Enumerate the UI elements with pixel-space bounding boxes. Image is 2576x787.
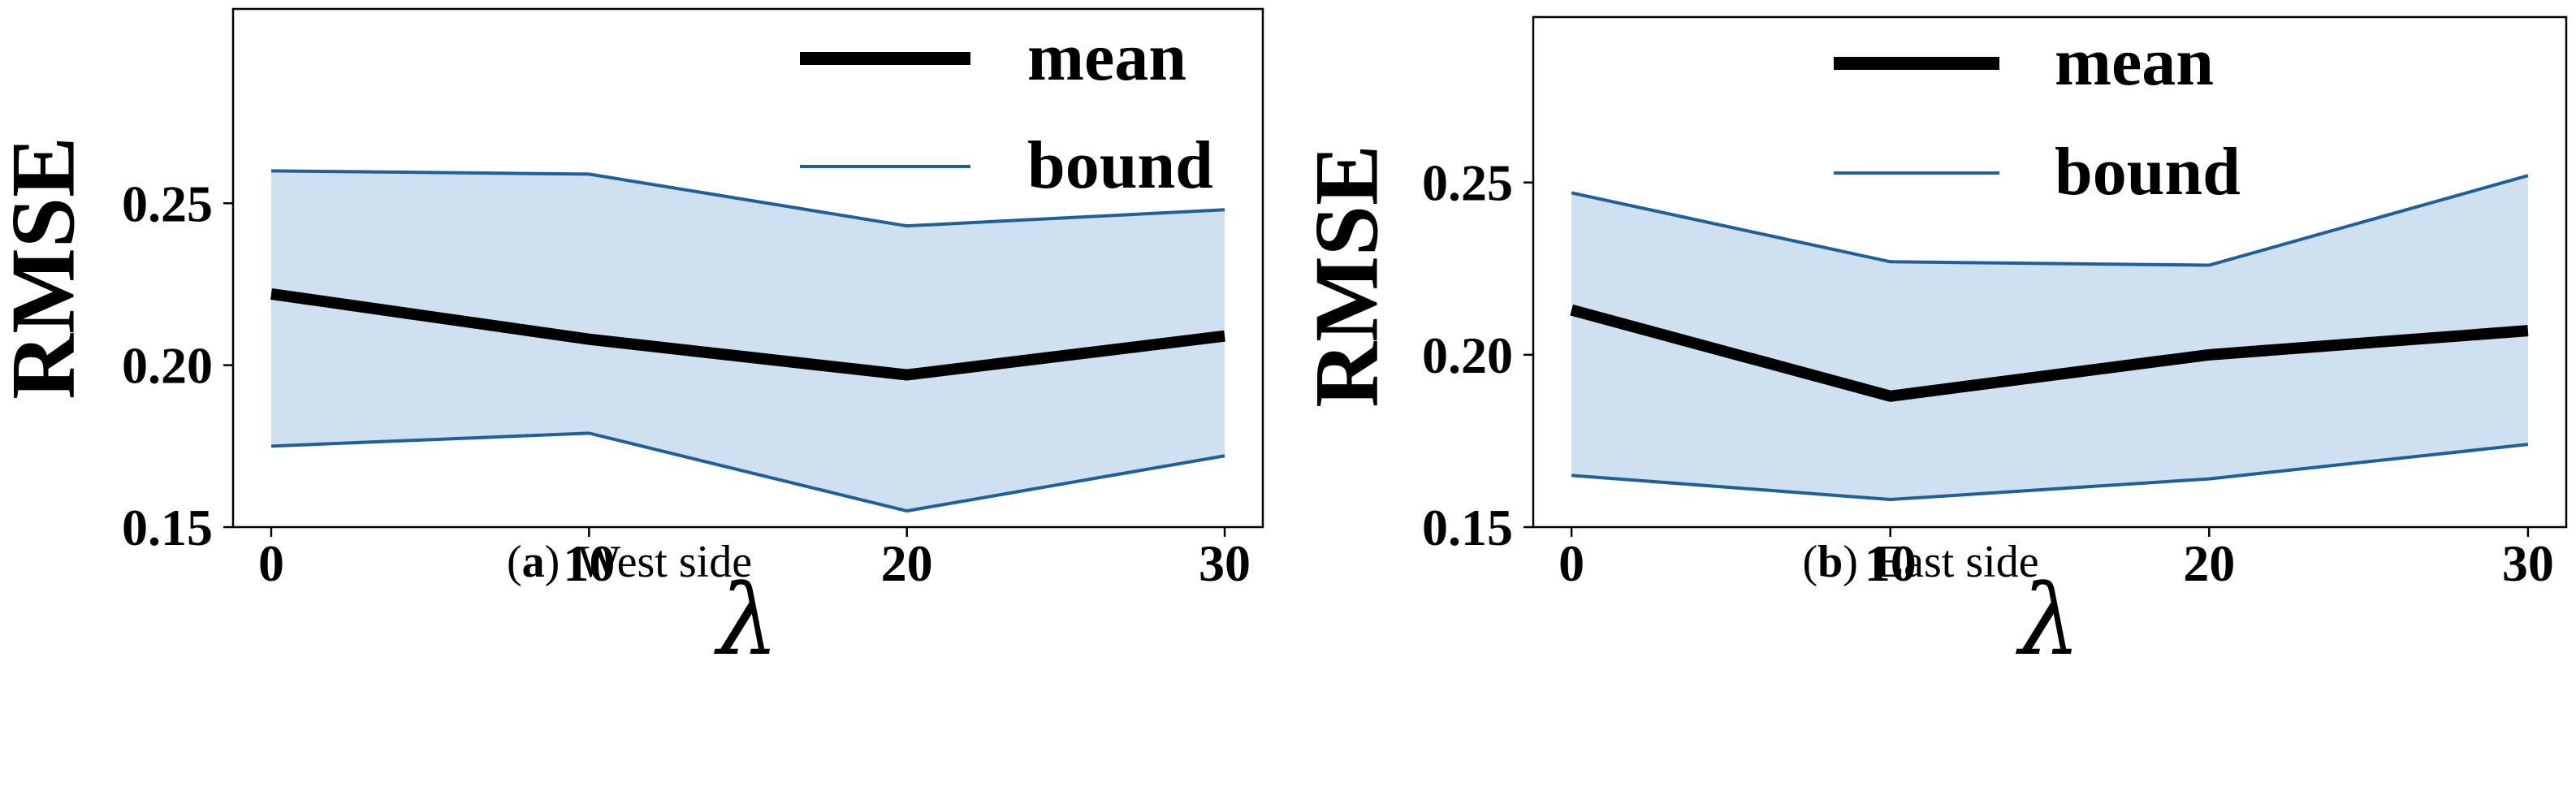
- x-tick-label: 30: [1199, 534, 1251, 592]
- y-axis-label: RMSE: [1297, 145, 1398, 408]
- bound-upper-line: [270, 169, 1225, 228]
- legend-mean-label: mean: [2055, 24, 2214, 100]
- chart-panel-a: 0 10 20 30 0.15 0.20 0.25 RMSE λ mean bound: [0, 7, 1264, 677]
- x-tick-label: 30: [2502, 534, 2554, 592]
- bound-band: [270, 171, 1225, 512]
- legend-bound-label: bound: [2055, 134, 2241, 210]
- y-tick-label: 0.25: [122, 175, 213, 232]
- plot-frame: [231, 7, 1264, 529]
- mean-line: [270, 288, 1225, 381]
- bound-band: [1571, 175, 2528, 500]
- y-tick-label: 0.20: [1422, 326, 1513, 384]
- caption-b-label: b: [1817, 537, 1843, 587]
- caption-b-text: East side: [1875, 537, 2039, 587]
- x-axis-label: λ: [714, 564, 779, 677]
- caption-a-text: West side: [577, 537, 753, 587]
- y-tick-label: 0.20: [122, 337, 213, 395]
- x-axis-label: λ: [2016, 564, 2081, 677]
- x-tick-label: 0: [258, 534, 284, 592]
- plot-frame: [1532, 15, 2568, 529]
- y-tick-label: 0.25: [1422, 154, 1513, 212]
- caption-b: (b) East side: [1802, 537, 2039, 587]
- bound-lower-line: [270, 431, 1225, 513]
- x-tick-label: 10: [563, 534, 615, 592]
- chart-panel-b: 0 10 20 30 0.15 0.20 0.25 RMSE λ mean bound: [1297, 15, 2568, 677]
- bound-lower-line: [1571, 443, 2529, 502]
- caption-a-label: a: [521, 537, 545, 587]
- x-tick-label: 10: [1865, 534, 1917, 592]
- y-axis-label: RMSE: [0, 136, 94, 400]
- mean-line: [1570, 304, 2529, 402]
- x-tick-label: 20: [881, 534, 933, 592]
- legend-mean-label: mean: [1027, 19, 1186, 95]
- x-tick-label: 20: [2183, 534, 2235, 592]
- y-tick-label: 0.15: [122, 499, 213, 556]
- x-tick-label: 0: [1558, 534, 1584, 592]
- legend-bound-label: bound: [1027, 128, 1213, 203]
- bound-upper-line: [1571, 174, 2529, 267]
- caption-a: (a) West side: [506, 537, 753, 587]
- y-tick-label: 0.15: [1422, 499, 1513, 556]
